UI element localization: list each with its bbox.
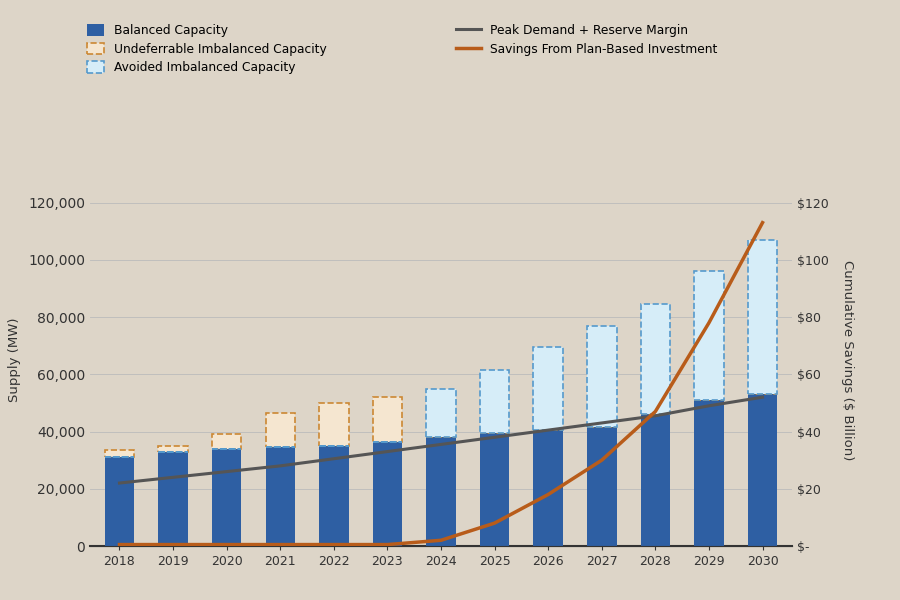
Bar — [534, 430, 562, 546]
Bar — [373, 442, 402, 546]
Bar — [480, 433, 509, 546]
Bar — [587, 427, 617, 546]
Bar — [373, 397, 402, 442]
Bar — [320, 446, 348, 546]
Bar — [587, 326, 617, 427]
Bar — [427, 437, 455, 546]
Bar — [480, 370, 509, 433]
Y-axis label: Supply (MW): Supply (MW) — [8, 318, 22, 402]
Bar — [104, 450, 134, 457]
Y-axis label: Cumulative Savings ($ Billion): Cumulative Savings ($ Billion) — [841, 260, 854, 460]
Bar — [266, 413, 295, 447]
Bar — [158, 446, 188, 452]
Bar — [212, 434, 241, 449]
Bar — [427, 389, 455, 437]
Bar — [212, 449, 241, 546]
Bar — [641, 304, 670, 415]
Legend: Balanced Capacity, Undeferrable Imbalanced Capacity, Avoided Imbalanced Capacity: Balanced Capacity, Undeferrable Imbalanc… — [87, 24, 327, 74]
Bar — [158, 452, 188, 546]
Bar — [320, 403, 348, 446]
Bar — [641, 415, 670, 546]
Legend: Peak Demand + Reserve Margin, Savings From Plan-Based Investment: Peak Demand + Reserve Margin, Savings Fr… — [456, 24, 717, 56]
Bar — [694, 400, 724, 546]
Bar — [694, 271, 724, 400]
Bar — [266, 447, 295, 546]
Bar — [748, 240, 778, 394]
Bar — [534, 347, 562, 430]
Bar — [748, 394, 778, 546]
Bar — [104, 457, 134, 546]
